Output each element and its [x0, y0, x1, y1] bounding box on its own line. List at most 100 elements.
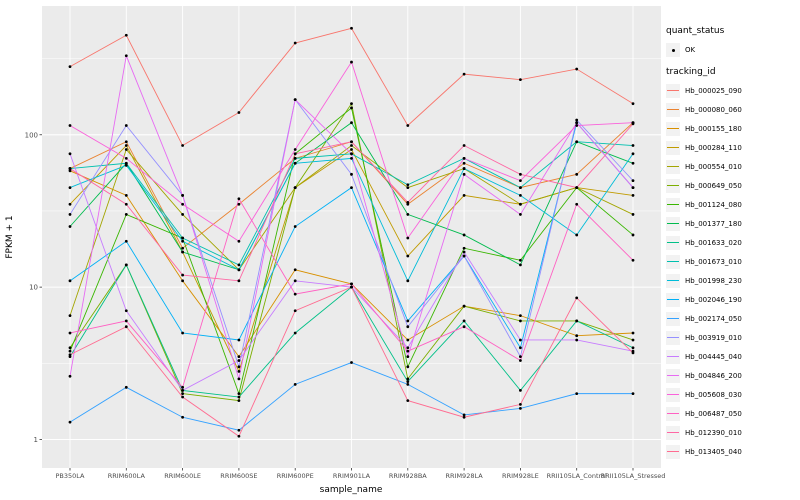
data-point: [68, 213, 72, 216]
data-point: [124, 140, 128, 144]
line-key: [666, 273, 680, 288]
line-icon: [667, 450, 679, 453]
data-point: [631, 144, 635, 147]
data-point: [575, 121, 579, 125]
data-point: [237, 111, 241, 114]
data-point: [237, 268, 241, 272]
data-point: [575, 392, 579, 396]
data-point: [237, 279, 241, 283]
data-point: [293, 292, 297, 296]
data-point: [406, 325, 410, 329]
data-point: [631, 392, 635, 396]
data-point: [68, 314, 72, 318]
legend-item-Hb_006487_050: Hb_006487_050: [666, 404, 798, 423]
data-point: [124, 239, 128, 243]
legend-item-label: Hb_004445_040: [685, 352, 742, 361]
data-point: [124, 148, 128, 151]
data-point: [181, 395, 185, 399]
data-point: [181, 246, 185, 250]
x-tick-label: RRII105LA_Stressed: [601, 472, 666, 480]
legend: quant_status OK tracking_id Hb_000025_09…: [666, 26, 798, 461]
data-point: [181, 415, 185, 419]
data-point: [406, 355, 410, 358]
data-point: [631, 331, 635, 335]
data-point: [124, 319, 128, 323]
data-point: [462, 156, 466, 160]
legend-item-label: Hb_005608_030: [685, 390, 742, 399]
data-point: [462, 413, 466, 417]
x-tick-label: RRIM928LE: [502, 472, 539, 480]
line-icon: [667, 393, 679, 396]
line-key: [666, 178, 680, 193]
line-key: [666, 292, 680, 307]
line-key: [666, 444, 680, 459]
x-axis-title: sample_name: [320, 485, 383, 495]
line-key: [666, 197, 680, 212]
data-point: [406, 200, 410, 204]
data-point: [124, 263, 128, 267]
data-point: [406, 183, 410, 187]
data-point: [631, 351, 635, 355]
data-point: [68, 374, 72, 378]
data-point: [406, 349, 410, 353]
data-point: [631, 193, 635, 197]
line-icon: [667, 108, 679, 111]
data-point: [406, 124, 410, 127]
line-key: [666, 102, 680, 117]
data-point: [68, 152, 72, 156]
data-point: [350, 144, 353, 147]
legend-item-Hb_001633_020: Hb_001633_020: [666, 233, 798, 252]
data-point: [350, 285, 353, 289]
line-key: [666, 121, 680, 136]
data-point: [406, 213, 410, 216]
legend-item-Hb_005608_030: Hb_005608_030: [666, 385, 798, 404]
data-point: [631, 346, 635, 350]
line-key: [666, 140, 680, 155]
data-point: [519, 172, 522, 176]
data-point: [68, 349, 72, 353]
legend-item-Hb_000155_180: Hb_000155_180: [666, 119, 798, 138]
data-point: [406, 380, 410, 383]
data-point: [237, 202, 241, 206]
data-point: [575, 202, 579, 206]
legend-item-Hb_002046_190: Hb_002046_190: [666, 290, 798, 309]
data-point: [237, 392, 241, 396]
data-point: [406, 186, 410, 190]
x-tick-label: RRIM600LE: [164, 472, 201, 480]
data-point: [575, 233, 579, 237]
legend-item-label: Hb_001673_010: [685, 257, 742, 266]
line-icon: [667, 412, 679, 415]
data-point: [350, 186, 353, 190]
legend-item-label: Hb_000155_180: [685, 124, 742, 133]
data-point: [181, 385, 185, 389]
legend-item-label: Hb_000649_050: [685, 181, 742, 190]
legend-item-label: Hb_001998_230: [685, 276, 742, 285]
data-point: [519, 388, 522, 392]
legend-item-Hb_013405_040: Hb_013405_040: [666, 442, 798, 461]
data-point: [462, 167, 466, 170]
data-point: [181, 392, 185, 396]
data-point: [68, 279, 72, 283]
data-point: [406, 365, 410, 369]
data-point: [350, 361, 353, 364]
data-point: [124, 163, 128, 167]
data-point: [350, 102, 353, 106]
data-point: [462, 172, 466, 176]
data-point: [406, 279, 410, 283]
legend-item-Hb_000025_090: Hb_000025_090: [666, 81, 798, 100]
line-key: [666, 235, 680, 250]
data-point: [181, 144, 185, 147]
legend-item-Hb_001124_080: Hb_001124_080: [666, 195, 798, 214]
data-point: [181, 213, 185, 216]
legend-item-ok: OK: [666, 42, 798, 58]
line-icon: [667, 165, 679, 168]
legend-item-Hb_001998_230: Hb_001998_230: [666, 271, 798, 290]
legend-item-Hb_003919_010: Hb_003919_010: [666, 328, 798, 347]
data-point: [237, 359, 241, 362]
legend-item-Hb_004846_200: Hb_004846_200: [666, 366, 798, 385]
data-point: [293, 186, 297, 190]
legend-item-Hb_001377_180: Hb_001377_180: [666, 214, 798, 233]
line-icon: [667, 317, 679, 320]
data-point: [237, 395, 241, 399]
line-key: [666, 368, 680, 383]
